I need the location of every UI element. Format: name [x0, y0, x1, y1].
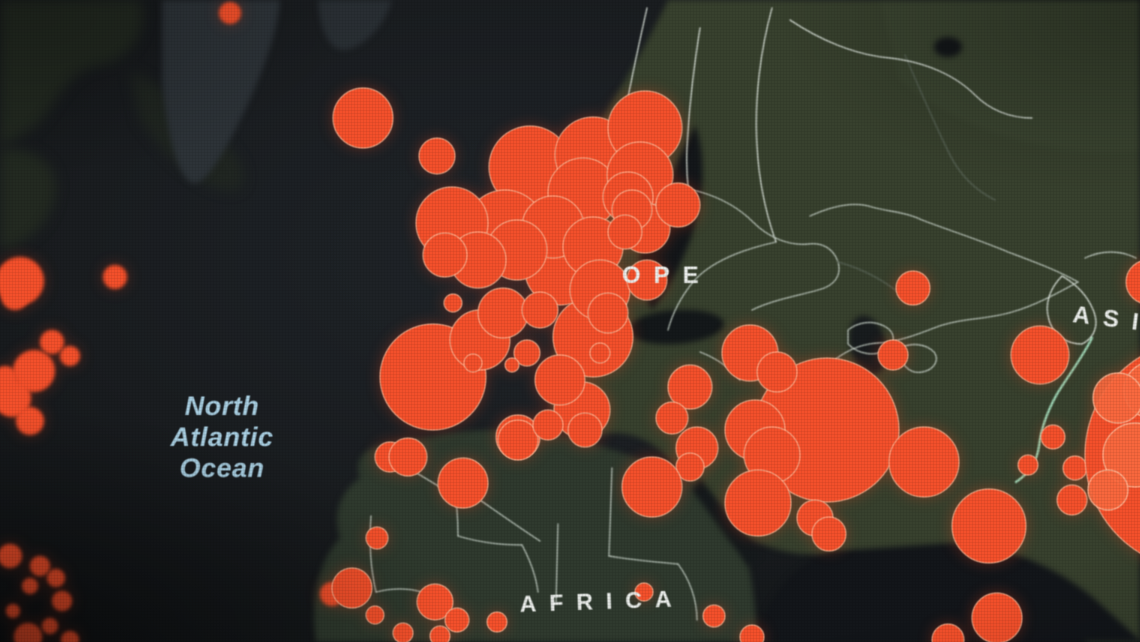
case-marker[interactable]	[14, 623, 42, 642]
case-marker[interactable]	[416, 583, 454, 621]
case-marker[interactable]	[16, 407, 44, 435]
case-marker[interactable]	[587, 292, 629, 334]
case-marker[interactable]	[444, 607, 470, 633]
case-marker[interactable]	[1, 282, 29, 310]
case-marker[interactable]	[418, 137, 456, 175]
case-marker[interactable]	[429, 625, 451, 642]
case-marker[interactable]	[532, 409, 564, 441]
case-marker[interactable]	[702, 604, 726, 628]
case-marker[interactable]	[607, 214, 643, 250]
case-marker[interactable]	[1062, 455, 1088, 481]
case-marker[interactable]	[811, 516, 847, 552]
landmass-greenland	[162, 0, 392, 184]
case-marker[interactable]	[1040, 424, 1066, 450]
case-marker[interactable]	[534, 354, 586, 406]
case-marker[interactable]	[888, 426, 960, 498]
case-marker[interactable]	[951, 488, 1027, 564]
case-marker[interactable]	[6, 604, 20, 618]
case-marker[interactable]	[47, 569, 65, 587]
case-marker[interactable]	[504, 357, 520, 373]
case-marker[interactable]	[655, 182, 701, 228]
case-marker[interactable]	[497, 419, 539, 461]
case-marker[interactable]	[61, 631, 79, 642]
case-marker[interactable]	[332, 87, 394, 149]
case-marker[interactable]	[513, 339, 541, 367]
case-marker[interactable]	[621, 456, 683, 518]
case-marker[interactable]	[22, 578, 38, 594]
case-marker[interactable]	[1087, 469, 1129, 511]
case-marker[interactable]	[13, 350, 55, 392]
ocean-label-line2: Atlantic	[169, 422, 273, 452]
case-marker[interactable]	[477, 287, 529, 339]
case-marker[interactable]	[437, 457, 489, 509]
case-marker[interactable]	[1010, 325, 1070, 385]
case-marker[interactable]	[971, 592, 1023, 642]
case-marker[interactable]	[463, 353, 483, 373]
case-marker[interactable]	[422, 232, 468, 278]
case-marker[interactable]	[103, 265, 127, 289]
case-marker[interactable]	[331, 567, 373, 609]
case-marker[interactable]	[1125, 260, 1140, 304]
case-marker[interactable]	[388, 437, 428, 477]
case-marker[interactable]	[589, 342, 611, 364]
case-marker[interactable]	[1092, 372, 1140, 424]
case-marker[interactable]	[486, 611, 508, 633]
case-marker[interactable]	[42, 618, 58, 634]
case-marker[interactable]	[724, 469, 792, 537]
case-marker[interactable]	[655, 401, 689, 435]
case-marker[interactable]	[365, 605, 385, 625]
case-marker[interactable]	[52, 591, 72, 611]
ocean-label-line3: Ocean	[179, 453, 264, 483]
case-marker[interactable]	[30, 556, 50, 576]
case-marker[interactable]	[219, 2, 241, 24]
case-marker[interactable]	[521, 291, 559, 329]
case-marker[interactable]	[443, 293, 463, 313]
case-marker[interactable]	[626, 259, 668, 301]
case-marker[interactable]	[567, 412, 603, 448]
case-marker[interactable]	[675, 452, 705, 482]
case-marker[interactable]	[365, 526, 389, 550]
case-marker[interactable]	[931, 623, 965, 642]
case-marker[interactable]	[1056, 484, 1088, 516]
africa-label: AFRICA	[519, 585, 685, 617]
case-marker[interactable]	[0, 544, 22, 568]
case-marker[interactable]	[1017, 454, 1039, 476]
case-marker[interactable]	[895, 270, 931, 306]
case-marker[interactable]	[392, 622, 414, 642]
case-marker[interactable]	[60, 346, 80, 366]
case-marker[interactable]	[756, 351, 798, 393]
case-marker[interactable]	[877, 339, 909, 371]
case-marker[interactable]	[634, 582, 654, 602]
case-marker[interactable]	[0, 366, 17, 390]
ocean-label-line1: North	[185, 391, 259, 421]
case-marker[interactable]	[40, 330, 64, 354]
case-marker[interactable]	[739, 624, 765, 642]
case-marker[interactable]	[667, 364, 713, 410]
europe-label-partial: OPE	[622, 262, 712, 289]
